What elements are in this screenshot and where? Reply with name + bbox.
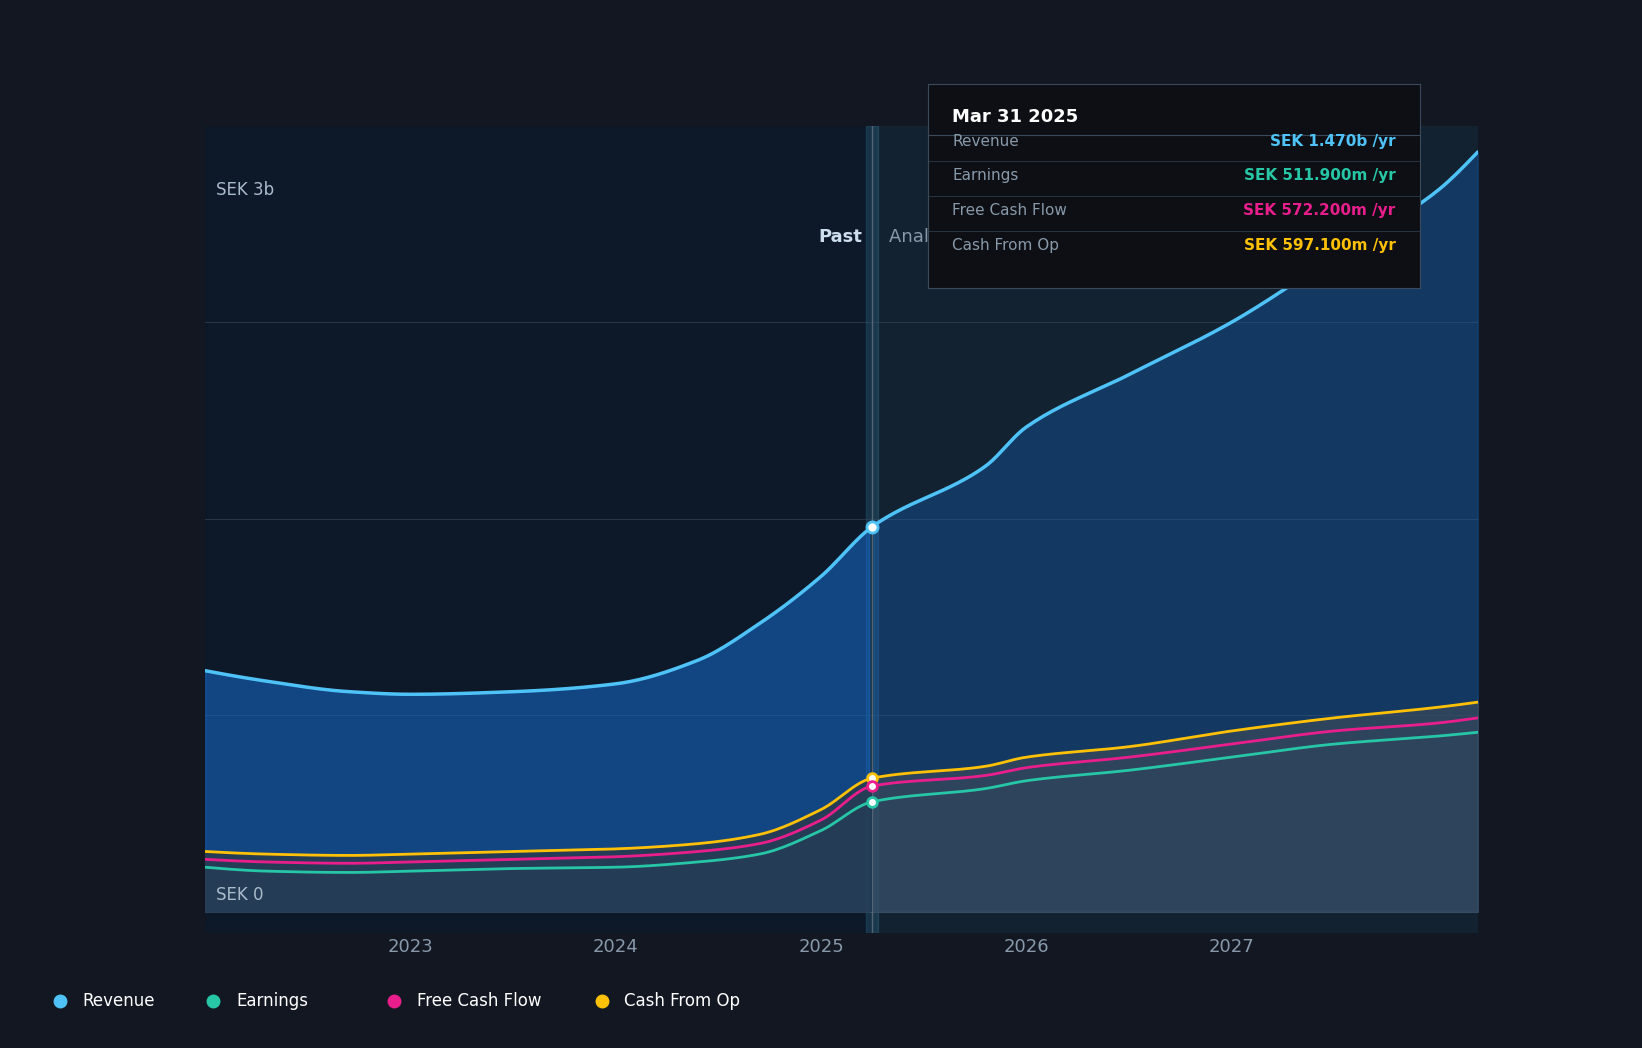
Bar — [872, 126, 1478, 933]
Text: Analysts Forecasts: Analysts Forecasts — [888, 228, 1056, 246]
Text: SEK 597.100m /yr: SEK 597.100m /yr — [1245, 238, 1396, 253]
Text: Free Cash Flow: Free Cash Flow — [952, 203, 1067, 218]
Text: SEK 3b: SEK 3b — [215, 180, 274, 199]
Text: Revenue: Revenue — [82, 991, 154, 1010]
Text: Earnings: Earnings — [952, 169, 1018, 183]
Bar — [205, 126, 872, 933]
Bar — [867, 126, 878, 933]
Text: Earnings: Earnings — [236, 991, 309, 1010]
Text: Mar 31 2025: Mar 31 2025 — [952, 108, 1079, 127]
Text: Cash From Op: Cash From Op — [952, 238, 1059, 253]
Text: SEK 572.200m /yr: SEK 572.200m /yr — [1243, 203, 1396, 218]
Text: SEK 1.470b /yr: SEK 1.470b /yr — [1269, 133, 1396, 149]
Text: Cash From Op: Cash From Op — [624, 991, 741, 1010]
Text: Free Cash Flow: Free Cash Flow — [417, 991, 542, 1010]
Text: Past: Past — [818, 228, 862, 246]
Text: Revenue: Revenue — [952, 133, 1020, 149]
Text: SEK 0: SEK 0 — [215, 886, 263, 903]
Text: SEK 511.900m /yr: SEK 511.900m /yr — [1245, 169, 1396, 183]
